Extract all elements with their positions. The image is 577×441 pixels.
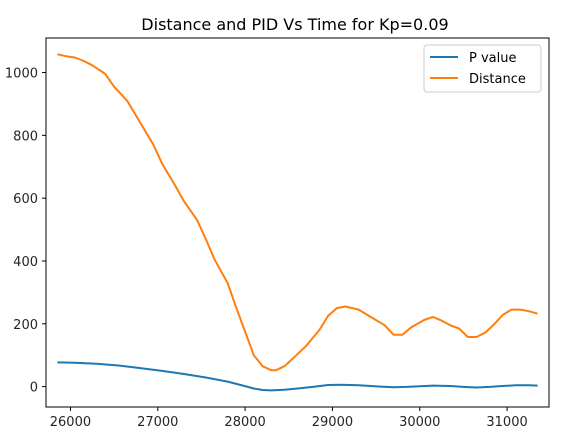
chart-title: Distance and PID Vs Time for Kp=0.09: [141, 15, 448, 34]
x-tick-label: 29000: [312, 415, 353, 430]
y-axis: 0 200 400 600 800 1000: [5, 67, 46, 396]
legend-label-distance: Distance: [469, 72, 526, 87]
y-tick-label: 200: [13, 318, 38, 333]
x-axis: 26000 27000 28000 29000 30000 31000: [50, 407, 528, 430]
series-line-distance: [57, 54, 537, 370]
legend-label-p-value: P value: [469, 51, 516, 66]
x-tick-label: 28000: [224, 415, 265, 430]
plot-area: [57, 54, 537, 390]
y-tick-label: 600: [13, 192, 38, 207]
x-tick-label: 30000: [399, 415, 440, 430]
y-tick-label: 1000: [5, 67, 38, 82]
series-line-p-value: [57, 362, 537, 390]
y-tick-label: 400: [13, 255, 38, 270]
legend: P value Distance: [424, 45, 541, 92]
y-tick-label: 0: [30, 381, 38, 396]
x-tick-label: 31000: [486, 415, 527, 430]
y-tick-label: 800: [13, 129, 38, 144]
x-tick-label: 27000: [137, 415, 178, 430]
x-tick-label: 26000: [50, 415, 91, 430]
